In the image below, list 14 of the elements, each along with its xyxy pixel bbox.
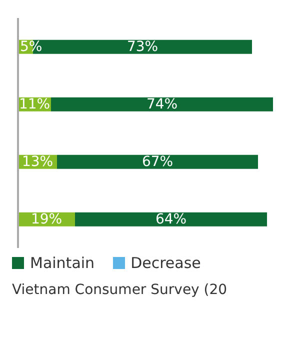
data-label: 67% bbox=[142, 154, 174, 170]
data-label: 73% bbox=[126, 38, 158, 55]
data-label: 64% bbox=[155, 211, 187, 228]
text: Vietnam Consumer Survey (20 bbox=[11, 281, 228, 298]
legend-label: Maintain bbox=[30, 254, 95, 272]
data-label: 11% bbox=[18, 96, 50, 112]
data-label: 13% bbox=[22, 154, 54, 170]
data-label: 5% bbox=[20, 38, 42, 55]
bar bbox=[57, 154, 258, 169]
bar bbox=[51, 97, 273, 112]
legend-label: Decrease bbox=[130, 254, 201, 272]
bar bbox=[75, 212, 267, 226]
data-label: 19% bbox=[30, 211, 62, 228]
data-label: 74% bbox=[146, 96, 178, 112]
